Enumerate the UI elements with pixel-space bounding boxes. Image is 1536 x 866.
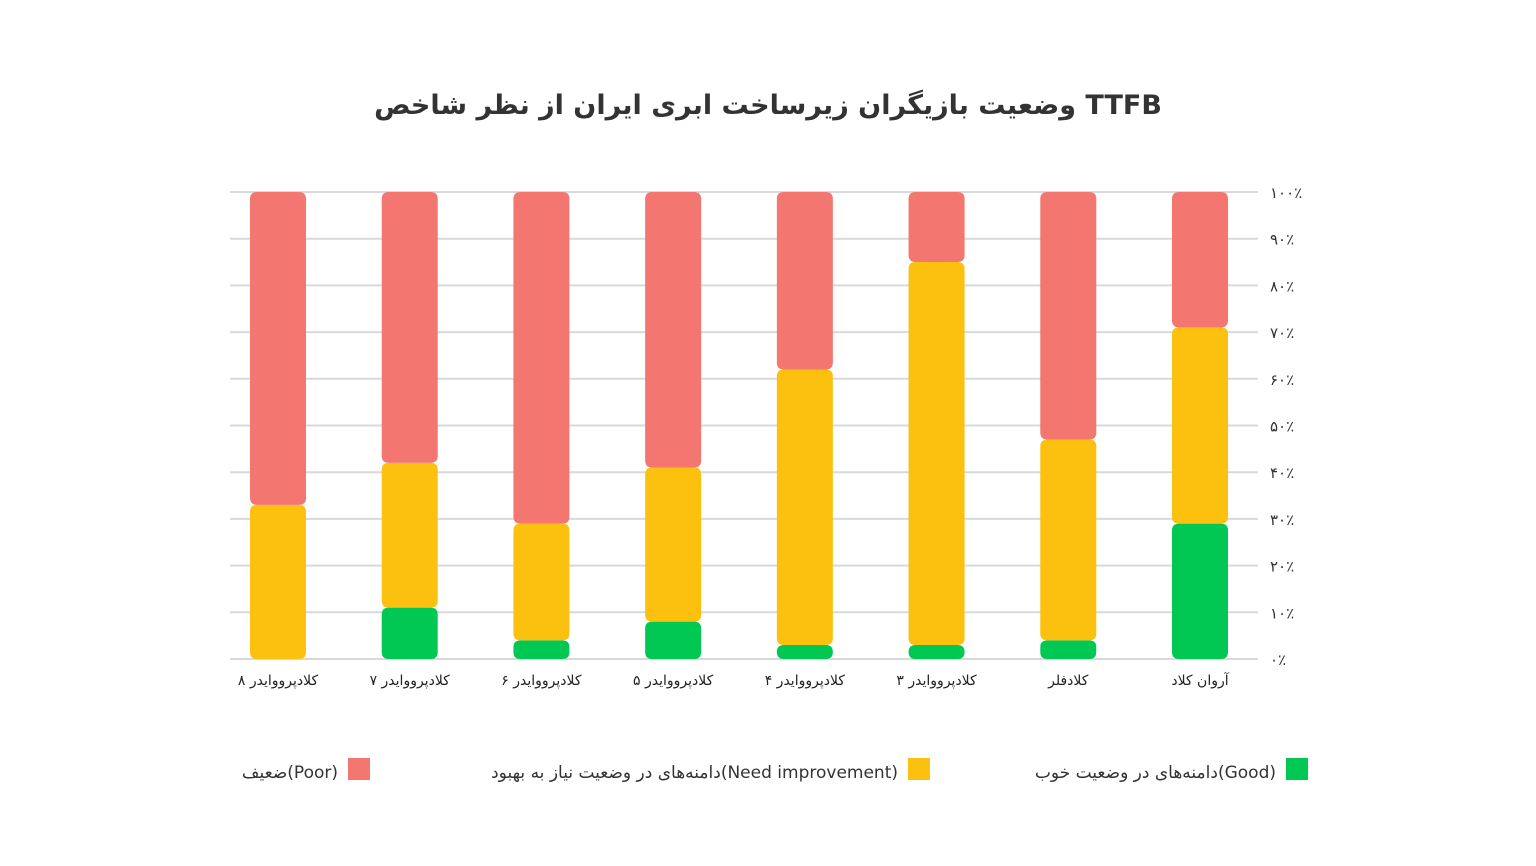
bars	[250, 192, 1228, 659]
bar-segment	[1040, 439, 1097, 641]
x-tick-label: آروان کلاد	[1171, 672, 1229, 689]
y-tick-label: ۶۰٪	[1270, 371, 1294, 389]
y-axis: ۰٪ ۱۰٪ ۲۰٪ ۳۰٪ ۴۰٪ ۵۰٪ ۶۰٪ ۷۰٪ ۸۰٪ ۹۰٪ ۱۰۰٪	[1270, 184, 1302, 669]
bar-segment	[776, 369, 833, 645]
x-tick-label: کلادپرووایدر ۷	[370, 673, 451, 689]
x-tick-label: کلادفلر	[1047, 673, 1089, 689]
bar-segment	[908, 262, 965, 645]
bar-segment	[908, 644, 965, 659]
y-tick-label: ۲۰٪	[1270, 558, 1294, 576]
bar-segment	[645, 192, 702, 468]
y-tick-label: ۷۰٪	[1270, 324, 1294, 342]
bar-segment	[381, 607, 438, 659]
bar-segment	[1040, 192, 1097, 440]
legend-swatch	[348, 758, 370, 780]
y-tick-label: ۹۰٪	[1270, 231, 1294, 249]
bar-segment	[908, 192, 965, 263]
bar-segment	[1172, 523, 1228, 659]
legend-swatch	[908, 758, 930, 780]
y-tick-label: ۴۰٪	[1270, 464, 1294, 482]
legend: ضعیف(Poor) دامنه‌های در وضعیت نیاز به بهب…	[242, 758, 1308, 783]
bar-segment	[776, 192, 833, 370]
bar-segment	[513, 192, 570, 524]
bar-segment	[1172, 192, 1228, 328]
bar-segment	[381, 462, 438, 608]
legend-label: دامنه‌های در وضعیت نیاز به بهبود(Need im…	[491, 763, 898, 783]
bar-segment	[645, 467, 702, 622]
bar-segment	[381, 192, 438, 463]
y-tick-label: ۵۰٪	[1270, 418, 1294, 436]
legend-swatch	[1286, 758, 1308, 780]
bar-segment	[1172, 327, 1228, 524]
bar-segment	[513, 640, 570, 659]
y-tick-label: ۸۰٪	[1270, 277, 1294, 295]
bar-segment	[513, 523, 570, 641]
y-tick-label: ۰٪	[1270, 651, 1286, 669]
chart-title: وضعیت بازیگران زیرساخت ابری ایران از نظر…	[374, 89, 1162, 121]
y-tick-label: ۱۰۰٪	[1270, 184, 1302, 202]
bar-segment	[250, 192, 306, 505]
bar-segment	[1040, 640, 1097, 659]
legend-label: ضعیف(Poor)	[242, 763, 338, 783]
x-tick-label: کلادپرووایدر ۵	[633, 673, 714, 689]
x-tick-label: کلادپرووایدر ۳	[896, 673, 977, 689]
legend-label: دامنه‌های در وضعیت خوب(Good)	[1035, 763, 1276, 783]
x-tick-label: کلادپرووایدر ۶	[501, 673, 582, 689]
x-tick-label: کلادپرووایدر ۴	[765, 673, 846, 689]
bar-segment	[250, 504, 306, 659]
x-tick-label: کلادپرووایدر ۸	[238, 673, 319, 689]
bar-segment	[776, 644, 833, 659]
y-tick-label: ۱۰٪	[1270, 604, 1294, 622]
x-axis: کلادپرووایدر ۸ کلادپرووایدر ۷ کلادپرووایدر…	[238, 672, 1230, 689]
y-tick-label: ۳۰٪	[1270, 511, 1294, 529]
bar-segment	[645, 621, 702, 659]
